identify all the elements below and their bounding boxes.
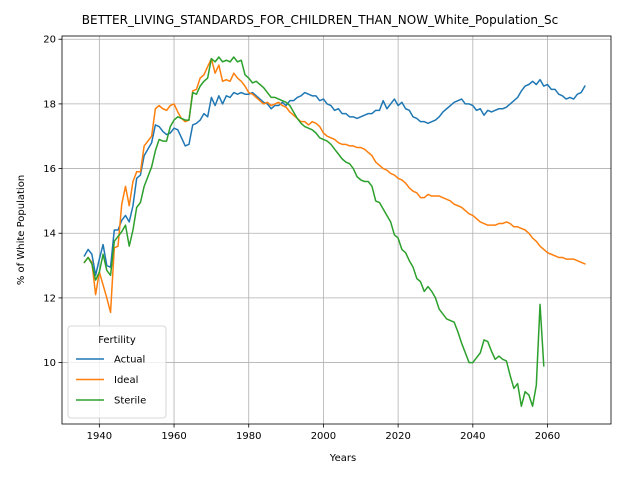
legend-label-ideal: Ideal xyxy=(114,375,138,386)
x-axis-label: Years xyxy=(329,453,356,464)
y-tick-label: 10 xyxy=(43,358,56,369)
x-tick-label: 2020 xyxy=(385,431,410,442)
series-lines xyxy=(83,56,586,407)
legend-box xyxy=(67,325,167,419)
legend-label-sterile: Sterile xyxy=(114,396,146,407)
legend-label-actual: Actual xyxy=(114,355,145,366)
y-tick-label: 12 xyxy=(43,293,56,304)
series-line-sterile xyxy=(83,56,545,407)
axis-ticks: 1940 1960 1980 2000 2020 2040 2060 10 12 14 16 18 20 xyxy=(43,35,560,442)
x-tick-label: 2000 xyxy=(311,431,336,442)
chart-title: BETTER_LIVING_STANDARDS_FOR_CHILDREN_THA… xyxy=(82,13,559,27)
x-tick-label: 1960 xyxy=(161,431,186,442)
grid xyxy=(62,36,611,424)
legend: Fertility Actual Ideal Sterile xyxy=(67,325,167,419)
x-tick-label: 1980 xyxy=(236,431,261,442)
x-tick-label: 2060 xyxy=(535,431,560,442)
y-tick-label: 16 xyxy=(43,164,56,175)
x-tick-label: 1940 xyxy=(87,431,112,442)
y-axis-label: % of White Population xyxy=(16,175,27,285)
plot-frame xyxy=(61,35,612,425)
x-tick-label: 2040 xyxy=(460,431,485,442)
y-tick-label: 20 xyxy=(43,35,56,46)
y-tick-label: 14 xyxy=(43,229,56,240)
series-line-ideal xyxy=(83,57,586,314)
y-tick-label: 18 xyxy=(43,99,56,110)
legend-title: Fertility xyxy=(98,335,136,346)
